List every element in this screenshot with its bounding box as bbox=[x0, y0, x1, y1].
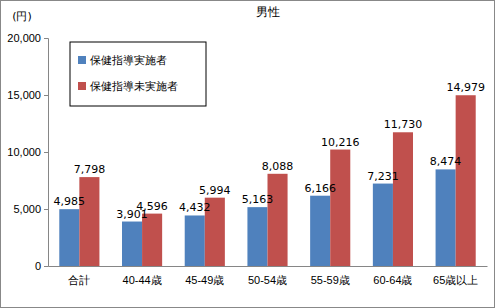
bar bbox=[456, 95, 476, 266]
y-axis: 0 5,000 10,000 15,000 20,000 bbox=[7, 32, 48, 272]
data-label: 11,730 bbox=[384, 118, 423, 131]
legend-box bbox=[70, 42, 206, 106]
y-tick: 15,000 bbox=[7, 89, 48, 101]
data-label: 4,432 bbox=[179, 201, 211, 214]
data-label: 6,166 bbox=[304, 182, 336, 195]
data-label: 7,798 bbox=[74, 163, 106, 176]
data-label: 8,088 bbox=[262, 160, 294, 173]
y-tick-mark bbox=[44, 209, 48, 210]
y-tick-mark bbox=[44, 152, 48, 153]
data-label: 10,216 bbox=[321, 136, 360, 149]
y-axis-title: (円) bbox=[12, 10, 32, 23]
bar bbox=[122, 222, 142, 266]
x-tick-label: 合計 bbox=[68, 274, 90, 286]
x-tick: 55-59歳 bbox=[311, 274, 350, 286]
bar bbox=[59, 209, 79, 266]
x-tick: 60-64歳 bbox=[373, 274, 412, 286]
x-tick-label: 40-44歳 bbox=[123, 274, 162, 286]
data-label: 5,163 bbox=[242, 193, 273, 206]
data-label: 14,979 bbox=[446, 81, 485, 94]
legend: 保健指導実施者保健指導未実施者 bbox=[70, 42, 206, 106]
bar bbox=[310, 196, 330, 266]
bar bbox=[436, 169, 456, 266]
y-tick-mark bbox=[44, 266, 48, 267]
bar bbox=[247, 207, 267, 266]
x-tick: 50-54歳 bbox=[248, 274, 287, 286]
plot: 4,9853,9014,4325,1636,1667,2318,4747,798… bbox=[7, 32, 487, 286]
y-tick-label: 5,000 bbox=[13, 203, 41, 215]
x-tick: 40-44歳 bbox=[123, 274, 162, 286]
bars bbox=[59, 95, 475, 266]
y-tick-mark bbox=[44, 38, 48, 39]
y-tick: 10,000 bbox=[7, 146, 48, 158]
data-label: 4,596 bbox=[136, 200, 168, 213]
x-tick: 65歳以上 bbox=[433, 274, 478, 286]
data-label: 7,231 bbox=[367, 170, 399, 183]
bar bbox=[185, 215, 205, 266]
x-tick-label: 50-54歳 bbox=[248, 274, 287, 286]
y-axis-line bbox=[44, 39, 49, 267]
y-tick: 20,000 bbox=[7, 32, 48, 44]
data-label: 8,474 bbox=[430, 155, 462, 168]
y-tick: 5,000 bbox=[13, 203, 48, 215]
bar bbox=[79, 177, 99, 266]
title: 男性 bbox=[256, 5, 280, 19]
y-tick-label: 10,000 bbox=[7, 146, 41, 158]
y-tick-label: 0 bbox=[35, 260, 41, 272]
y-tick-label: 15,000 bbox=[7, 89, 41, 101]
chart: 4,9853,9014,4325,1636,1667,2318,4747,798… bbox=[0, 0, 495, 308]
x-axis: 合計 40-44歳 45-49歳 50-54歳 55-59歳 60-64歳 65歳以上 bbox=[49, 267, 488, 286]
legend-swatch bbox=[78, 82, 86, 90]
x-tick-label: 60-64歳 bbox=[373, 274, 412, 286]
legend-swatch bbox=[78, 56, 86, 64]
data-label: 4,985 bbox=[54, 195, 86, 208]
bar bbox=[373, 184, 393, 266]
x-axis-line bbox=[49, 266, 488, 267]
bar bbox=[142, 214, 162, 266]
x-tick: 合計 bbox=[68, 274, 90, 286]
x-tick: 45-49歳 bbox=[185, 274, 224, 286]
x-tick-label: 65歳以上 bbox=[433, 274, 478, 286]
y-tick-label: 20,000 bbox=[7, 32, 41, 44]
bar bbox=[330, 150, 350, 266]
x-tick-label: 55-59歳 bbox=[311, 274, 350, 286]
bar bbox=[393, 132, 413, 266]
chart-frame bbox=[1, 1, 495, 308]
bar bbox=[268, 174, 288, 266]
legend-label: 保健指導未実施者 bbox=[90, 80, 178, 93]
legend-label: 保健指導実施者 bbox=[90, 54, 167, 67]
y-tick: 0 bbox=[35, 260, 48, 272]
x-tick-label: 45-49歳 bbox=[185, 274, 224, 286]
y-tick-mark bbox=[44, 95, 48, 96]
data-label: 5,994 bbox=[199, 184, 231, 197]
